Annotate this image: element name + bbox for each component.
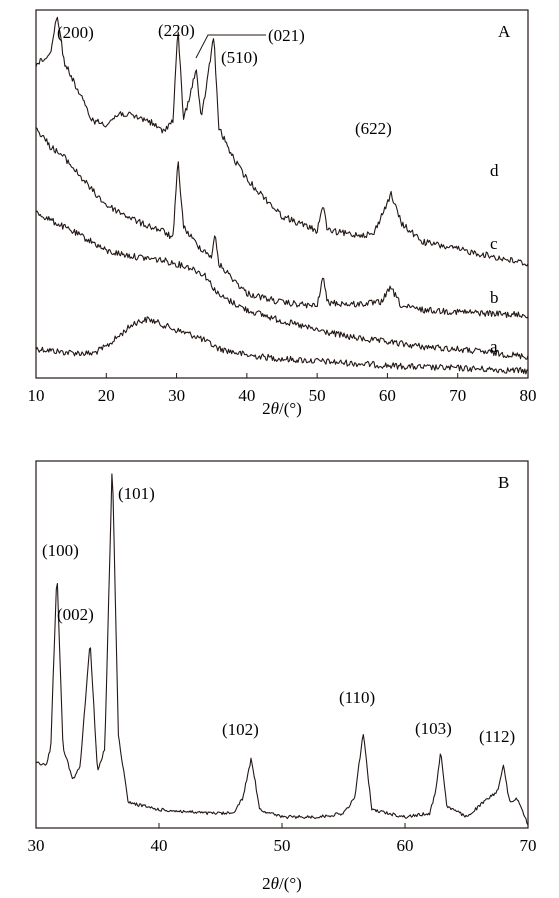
peak-label-102: (102) [222, 720, 259, 739]
peak-label-103: (103) [415, 719, 452, 738]
panel-a-series-b-line [35, 210, 529, 360]
leader-line-021 [195, 34, 266, 59]
curve-label-b: b [490, 288, 499, 307]
peak-label-002: (002) [57, 605, 94, 624]
panel-a-label: A [498, 22, 511, 41]
peak-label-510: (510) [221, 48, 258, 67]
panel-a-series-d-line [35, 16, 529, 267]
x-tick-label: 40 [151, 836, 168, 855]
panel-a-frame [35, 9, 529, 379]
x-tick-label: 50 [274, 836, 291, 855]
x-tick-label: 10 [28, 386, 45, 405]
peak-label-101: (101) [118, 484, 155, 503]
panel-b-x-axis-title: 2θ/(°) [262, 874, 302, 893]
panel-b-frame [35, 460, 529, 829]
peak-label-112: (112) [479, 727, 515, 746]
peak-label-110: (110) [339, 688, 375, 707]
panel-a-series-a-line [35, 316, 529, 375]
peak-label-021: (021) [268, 26, 305, 45]
x-tick-label: 50 [309, 386, 326, 405]
x-tick-label: 80 [520, 386, 537, 405]
panel-b-label: B [498, 473, 509, 492]
x-tick-label: 30 [168, 386, 185, 405]
x-tick-label: 70 [520, 836, 537, 855]
curve-label-d: d [490, 161, 499, 180]
x-tick-label: 60 [397, 836, 414, 855]
panel-a-series-group [35, 16, 529, 375]
panel-a-x-ticks: 10 20 30 40 50 60 70 80 [28, 373, 537, 405]
x-tick-label: 30 [28, 836, 45, 855]
panel-b-chart: 30 40 50 60 70 (100) (002) (101) (102) (110)… [28, 460, 537, 893]
peak-label-200: (200) [57, 23, 94, 42]
panel-a-series-c-line [35, 127, 529, 319]
peak-label-622: (622) [355, 119, 392, 138]
panel-b-series-group [35, 473, 529, 826]
x-tick-label: 60 [379, 386, 396, 405]
curve-label-a: a [490, 337, 498, 356]
panel-a-chart: 10 20 30 40 50 60 70 80 (200) (220) (021) (510)… [28, 9, 537, 418]
x-tick-label: 20 [98, 386, 115, 405]
x-tick-label: 70 [449, 386, 466, 405]
curve-label-c: c [490, 234, 498, 253]
panel-a-x-axis-title: 2θ/(°) [262, 399, 302, 418]
peak-label-100: (100) [42, 541, 79, 560]
panel-b-series-main-line [35, 473, 529, 826]
panel-b-x-ticks: 30 40 50 60 70 [28, 823, 537, 855]
peak-label-220: (220) [158, 21, 195, 40]
x-tick-label: 40 [238, 386, 255, 405]
